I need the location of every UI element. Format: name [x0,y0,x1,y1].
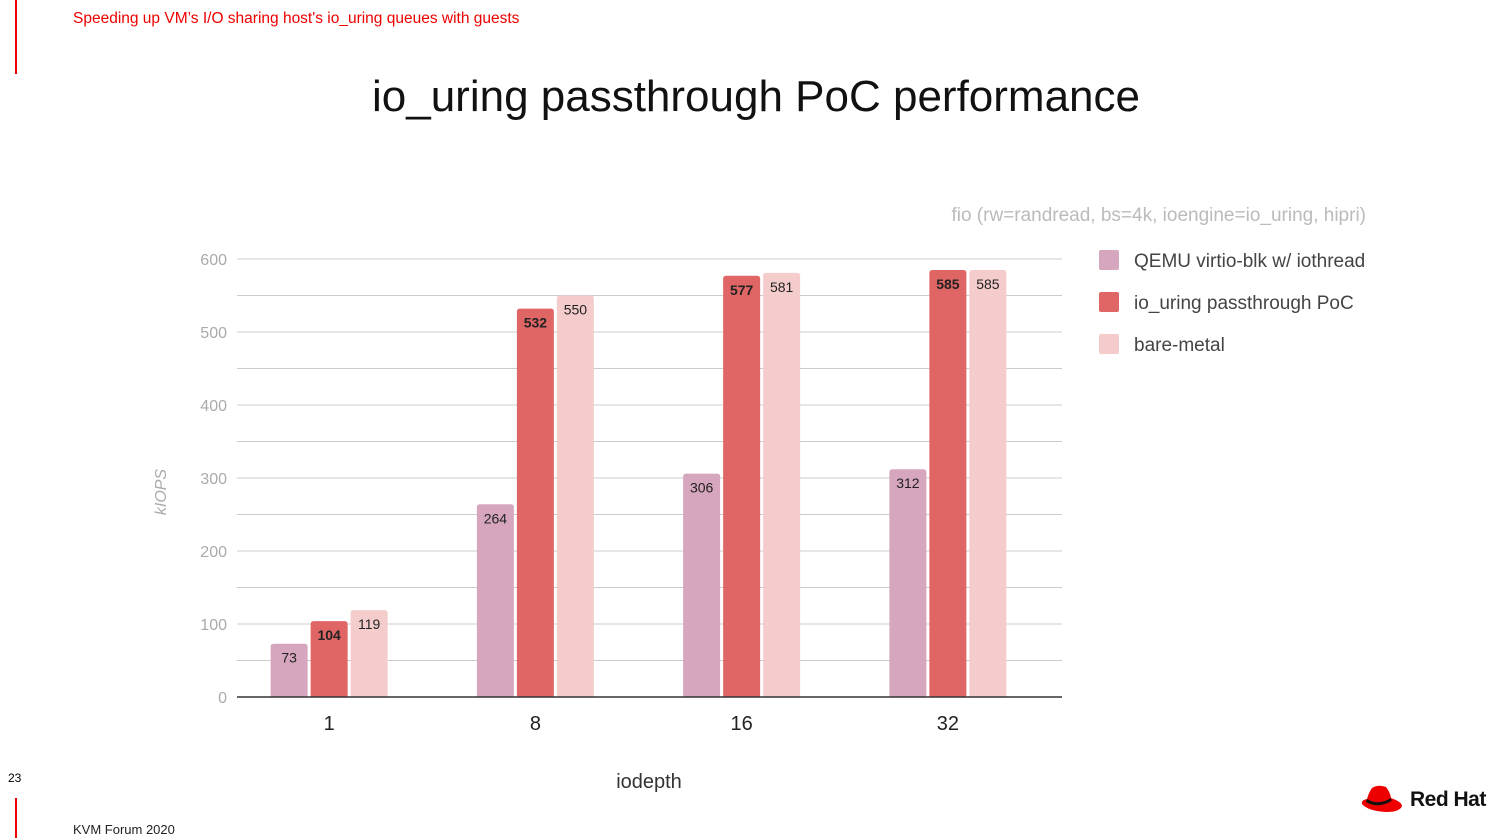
y-tick-label: 200 [200,544,227,561]
page-number: 23 [8,771,22,785]
bar [516,308,554,697]
y-tick-label: 100 [200,617,227,634]
slide-title: io_uring passthrough PoC performance [371,72,1140,121]
x-tick-label: 8 [530,713,541,735]
bar [889,469,927,697]
x-tick-label: 1 [324,713,335,735]
legend-swatch [1099,250,1119,270]
data-label: 585 [976,276,1000,292]
data-label: 104 [317,627,341,643]
x-tick-label: 32 [937,713,959,735]
slide-subtitle: Speeding up VM’s I/O sharing host's io_u… [73,10,520,27]
bar [969,269,1007,697]
bar [270,643,308,697]
data-label: 550 [564,302,588,318]
logo-text: Red Hat [1410,788,1486,811]
data-label: 532 [524,315,548,331]
bar [310,621,348,697]
accent-rule-top [15,0,17,74]
bar [350,610,388,697]
legend-label: io_uring passthrough PoC [1134,293,1354,314]
data-label: 585 [936,276,960,292]
y-tick-label: 300 [200,471,227,488]
x-axis-label: iodepth [616,771,682,793]
y-tick-label: 600 [200,252,227,269]
data-label: 577 [730,282,754,298]
redhat-logo: Red Hat [1360,784,1486,816]
data-label: 73 [281,650,297,666]
data-label: 581 [770,279,794,295]
legend-label: QEMU virtio-blk w/ iothread [1134,251,1365,272]
legend-swatch [1099,334,1119,354]
data-label: 264 [484,510,508,526]
y-tick-label: 500 [200,325,227,342]
data-label: 119 [358,616,381,632]
legend-swatch [1099,292,1119,312]
data-label: 312 [896,475,920,491]
redhat-hat-icon [1361,785,1402,812]
bar [763,272,801,697]
x-tick-label: 16 [731,713,753,735]
y-tick-label: 0 [218,690,227,707]
bar [556,295,594,697]
y-axis-label: kIOPS [153,469,170,516]
bar [929,269,967,697]
bar [723,275,761,697]
data-label: 306 [690,480,714,496]
footer-event: KVM Forum 2020 [73,822,175,837]
accent-rule-bottom [15,798,17,838]
bar [476,504,514,697]
bar [683,473,721,697]
legend-label: bare-metal [1134,335,1225,356]
chart-title: fio (rw=randread, bs=4k, ioengine=io_uri… [951,205,1366,226]
y-tick-label: 400 [200,398,227,415]
